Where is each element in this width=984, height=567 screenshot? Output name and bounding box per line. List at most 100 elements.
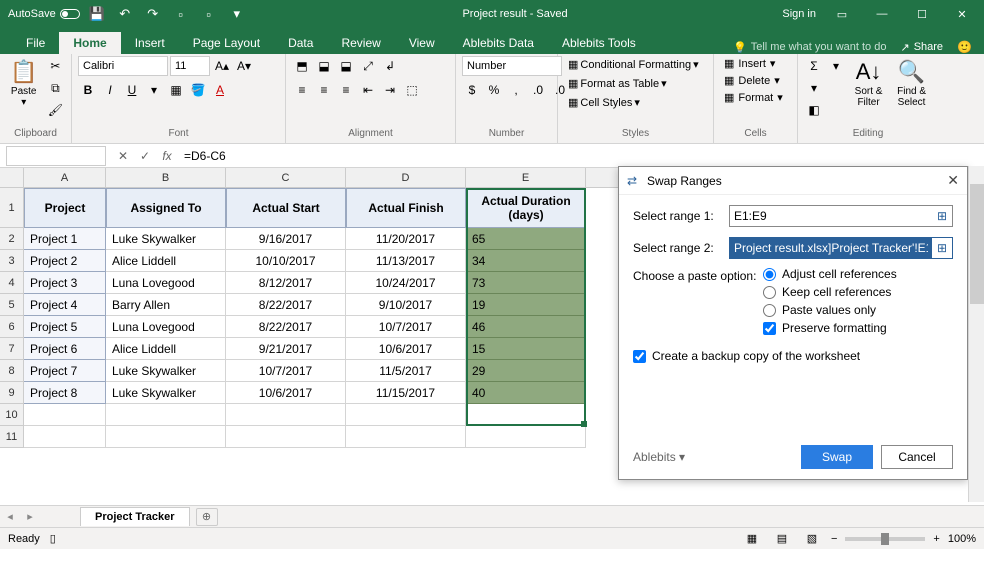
cell[interactable]: 10/7/2017 — [346, 316, 466, 338]
cancel-formula-icon[interactable]: ✕ — [112, 146, 134, 166]
cell[interactable]: Luke Skywalker — [106, 382, 226, 404]
backup-checkbox[interactable] — [633, 350, 646, 363]
swap-button[interactable]: Swap — [801, 445, 873, 469]
normal-view-icon[interactable]: ▦ — [741, 531, 763, 547]
cell[interactable]: Project 8 — [24, 382, 106, 404]
redo-icon[interactable]: ↷ — [142, 3, 164, 25]
bold-icon[interactable]: B — [78, 80, 98, 100]
font-name-select[interactable] — [78, 56, 168, 76]
keep-refs-radio[interactable] — [763, 286, 776, 299]
tab-home[interactable]: Home — [59, 32, 120, 54]
format-as-table-button[interactable]: ▦Format as Table▾ — [564, 75, 703, 92]
preserve-formatting-checkbox[interactable] — [763, 322, 776, 335]
maximize-icon[interactable]: ☐ — [908, 0, 936, 28]
row-header-8[interactable]: 8 — [0, 360, 24, 382]
tab-insert[interactable]: Insert — [121, 32, 179, 54]
cell[interactable]: 19 — [466, 294, 586, 316]
cell[interactable]: 10/6/2017 — [226, 382, 346, 404]
row-header-5[interactable]: 5 — [0, 294, 24, 316]
autosave-toggle[interactable]: AutoSave — [8, 8, 80, 20]
tab-ablebits-tools[interactable]: Ablebits Tools — [548, 32, 650, 54]
cell[interactable]: Project 4 — [24, 294, 106, 316]
page-layout-view-icon[interactable]: ▤ — [771, 531, 793, 547]
col-header-A[interactable]: A — [24, 168, 106, 188]
row-header-2[interactable]: 2 — [0, 228, 24, 250]
range2-picker-icon[interactable]: ⊞ — [932, 238, 952, 258]
increase-indent-icon[interactable]: ⇥ — [380, 80, 400, 100]
number-format-select[interactable] — [462, 56, 562, 76]
italic-icon[interactable]: I — [100, 80, 120, 100]
cell[interactable]: 34 — [466, 250, 586, 272]
vertical-scrollbar[interactable] — [968, 166, 984, 502]
zoom-slider[interactable] — [845, 537, 925, 541]
col-header-B[interactable]: B — [106, 168, 226, 188]
cell[interactable]: 65 — [466, 228, 586, 250]
chevron-down-icon[interactable]: ▾ — [144, 80, 164, 100]
cell[interactable]: 9/21/2017 — [226, 338, 346, 360]
chevron-down-icon[interactable]: ▾ — [826, 56, 846, 76]
cell[interactable] — [106, 404, 226, 426]
grow-font-icon[interactable]: A▴ — [212, 56, 232, 76]
cell[interactable]: 46 — [466, 316, 586, 338]
cell[interactable] — [466, 404, 586, 426]
cell[interactable] — [346, 426, 466, 448]
currency-icon[interactable]: $ — [462, 80, 482, 100]
copy-icon[interactable]: ⧉ — [45, 78, 65, 98]
cell[interactable]: 11/20/2017 — [346, 228, 466, 250]
undo-icon[interactable]: ↶ — [114, 3, 136, 25]
cell[interactable]: 9/10/2017 — [346, 294, 466, 316]
cell[interactable]: 15 — [466, 338, 586, 360]
cell[interactable] — [226, 426, 346, 448]
format-painter-icon[interactable]: 🖌 — [45, 100, 65, 120]
cell[interactable] — [226, 404, 346, 426]
zoom-level[interactable]: 100% — [948, 533, 976, 545]
cell[interactable]: Barry Allen — [106, 294, 226, 316]
adjust-refs-radio[interactable] — [763, 268, 776, 281]
table-header[interactable]: Actual Finish — [346, 188, 466, 228]
cell[interactable]: Alice Liddell — [106, 338, 226, 360]
cell[interactable]: Project 6 — [24, 338, 106, 360]
tell-me-search[interactable]: 💡 Tell me what you want to do — [733, 41, 886, 54]
minimize-icon[interactable]: — — [868, 0, 896, 28]
borders-icon[interactable]: ▦ — [166, 80, 186, 100]
increase-decimal-icon[interactable]: .0 — [528, 80, 548, 100]
file-tab[interactable]: File — [12, 32, 59, 54]
macro-record-icon[interactable]: ▯ — [50, 532, 56, 545]
row-header-6[interactable]: 6 — [0, 316, 24, 338]
share-button[interactable]: ↗ Share — [900, 41, 943, 54]
row-header-4[interactable]: 4 — [0, 272, 24, 294]
cell[interactable]: Luke Skywalker — [106, 228, 226, 250]
cell[interactable]: Luna Lovegood — [106, 272, 226, 294]
autosum-icon[interactable]: Σ — [804, 56, 824, 76]
cell[interactable]: 9/16/2017 — [226, 228, 346, 250]
smiley-icon[interactable]: 🙂 — [957, 40, 972, 54]
qat-dropdown-icon[interactable]: ▾ — [226, 3, 248, 25]
enter-formula-icon[interactable]: ✓ — [134, 146, 156, 166]
cell[interactable]: 8/22/2017 — [226, 316, 346, 338]
close-window-icon[interactable]: ✕ — [948, 0, 976, 28]
name-box[interactable] — [6, 146, 106, 166]
tab-review[interactable]: Review — [327, 32, 394, 54]
wrap-text-icon[interactable]: ↲ — [380, 56, 400, 76]
format-cells-button[interactable]: ▦Format▾ — [720, 90, 787, 105]
align-right-icon[interactable]: ≡ — [336, 80, 356, 100]
zoom-out-icon[interactable]: − — [831, 533, 837, 545]
row-header-1[interactable]: 1 — [0, 188, 24, 228]
sign-in-link[interactable]: Sign in — [782, 8, 816, 20]
formula-input[interactable] — [178, 146, 984, 166]
sheet-nav-next-icon[interactable]: ▸ — [20, 510, 40, 523]
sheet-nav-prev-icon[interactable]: ◂ — [0, 510, 20, 523]
conditional-formatting-button[interactable]: ▦Conditional Formatting▾ — [564, 56, 703, 73]
decrease-indent-icon[interactable]: ⇤ — [358, 80, 378, 100]
comma-icon[interactable]: , — [506, 80, 526, 100]
orientation-icon[interactable]: ⤢ — [358, 56, 378, 76]
col-header-E[interactable]: E — [466, 168, 586, 188]
align-left-icon[interactable]: ≡ — [292, 80, 312, 100]
sort-filter-button[interactable]: A↓ Sort & Filter — [850, 56, 887, 110]
zoom-in-icon[interactable]: + — [933, 533, 939, 545]
tab-page-layout[interactable]: Page Layout — [179, 32, 274, 54]
cell[interactable]: 10/7/2017 — [226, 360, 346, 382]
cell[interactable]: Project 7 — [24, 360, 106, 382]
col-header-C[interactable]: C — [226, 168, 346, 188]
cell[interactable]: 11/15/2017 — [346, 382, 466, 404]
